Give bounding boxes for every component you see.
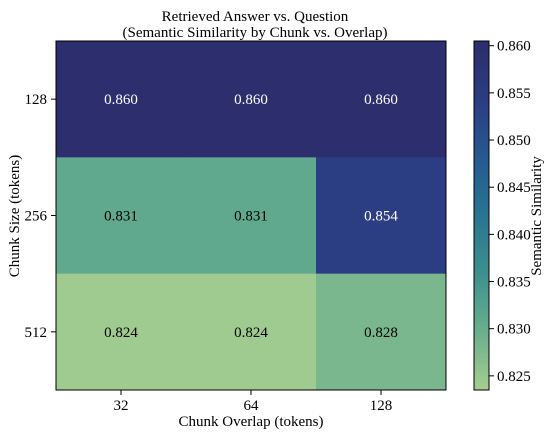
cell-label-1-0: 0.831 (104, 209, 138, 225)
y-axis-ticks: 128 256 512 (25, 92, 56, 341)
cell-label-2-2: 0.828 (364, 325, 398, 341)
cell-label-0-1: 0.860 (234, 92, 268, 108)
heatmap-cell-0-0 (56, 41, 187, 158)
heatmap-cell-1-1 (186, 157, 317, 275)
heatmap-cell-1-0 (56, 157, 187, 275)
colorbar-tick-label-0: 0.825 (497, 369, 531, 385)
chart-subtitle: (Semantic Similarity by Chunk vs. Overla… (123, 25, 388, 41)
x-axis-ticks: 32 64 128 (114, 390, 393, 414)
y-tick-label-1: 256 (25, 209, 48, 225)
heatmap-cell-2-2 (316, 273, 447, 391)
x-axis-label: Chunk Overlap (tokens) (179, 414, 324, 430)
y-tick-label-2: 512 (25, 325, 48, 341)
colorbar-tick-label-7: 0.860 (497, 39, 531, 55)
cell-label-1-2: 0.854 (364, 209, 398, 225)
heatmap-cell-2-1 (186, 273, 317, 391)
colorbar-tick-label-1: 0.830 (497, 322, 531, 338)
cell-label-2-0: 0.824 (104, 325, 138, 341)
colorbar-tick-label-6: 0.855 (497, 86, 531, 102)
y-axis-label: Chunk Size (tokens) (7, 155, 23, 277)
cell-label-0-2: 0.860 (364, 92, 398, 108)
colorbar-tick-label-2: 0.835 (497, 275, 531, 291)
colorbar-ticks: 0.825 0.830 0.835 0.840 0.845 0.850 0.855 0.860 (489, 39, 531, 385)
heatmap-cell-labels: 0.860 0.860 0.860 0.831 0.831 0.854 0.824 0.824… (104, 92, 398, 341)
heatmap-cell-1-2 (316, 157, 447, 275)
y-tick-label-0: 128 (25, 92, 48, 108)
colorbar-gradient (473, 40, 490, 391)
x-tick-label-0: 32 (114, 398, 129, 414)
heatmap-cell-2-0 (56, 273, 187, 391)
colorbar-tick-label-3: 0.840 (497, 227, 531, 243)
cell-label-0-0: 0.860 (104, 92, 138, 108)
heatmap-cells (56, 41, 447, 391)
x-tick-label-1: 64 (244, 398, 260, 414)
cell-label-1-1: 0.831 (234, 209, 268, 225)
cell-label-2-1: 0.824 (234, 325, 268, 341)
colorbar-tick-label-5: 0.850 (497, 133, 531, 149)
chart-title: Retrieved Answer vs. Question (162, 9, 349, 25)
heatmap-cell-0-2 (316, 41, 447, 158)
colorbar-tick-label-4: 0.845 (497, 180, 531, 196)
colorbar-label: Semantic Similarity (529, 156, 545, 276)
heatmap-cell-0-1 (186, 41, 317, 158)
x-tick-label-2: 128 (370, 398, 393, 414)
colorbar: 0.825 0.830 0.835 0.840 0.845 0.850 0.855 0.860… (473, 39, 545, 391)
